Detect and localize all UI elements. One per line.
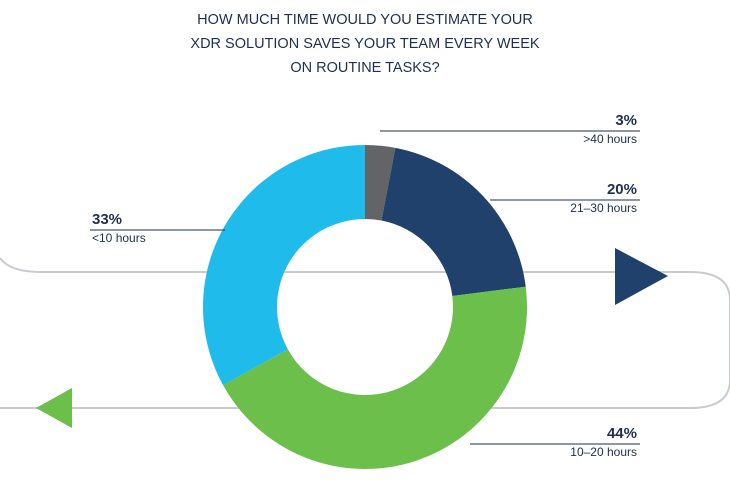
category-label: >40 hours xyxy=(583,132,637,146)
decorative-arrow xyxy=(36,388,72,428)
donut-slice xyxy=(381,147,526,296)
category-label: 10–20 hours xyxy=(570,445,637,459)
chart-title: HOW MUCH TIME WOULD YOU ESTIMATE YOUR xyxy=(197,12,533,28)
data-label: 20% xyxy=(607,181,637,198)
decorative-arrow xyxy=(615,248,668,305)
donut-slice xyxy=(203,145,365,386)
chart-title: XDR SOLUTION SAVES YOUR TEAM EVERY WEEK xyxy=(190,36,539,52)
category-label: 21–30 hours xyxy=(570,201,637,215)
decorative-line xyxy=(0,257,730,409)
chart-title: ON ROUTINE TASKS? xyxy=(290,60,439,76)
donut-slice xyxy=(365,145,396,221)
data-label: 33% xyxy=(92,211,122,228)
donut-slice xyxy=(223,286,527,469)
category-label: <10 hours xyxy=(92,231,146,245)
data-label: 3% xyxy=(615,112,637,129)
data-label: 44% xyxy=(607,425,637,442)
